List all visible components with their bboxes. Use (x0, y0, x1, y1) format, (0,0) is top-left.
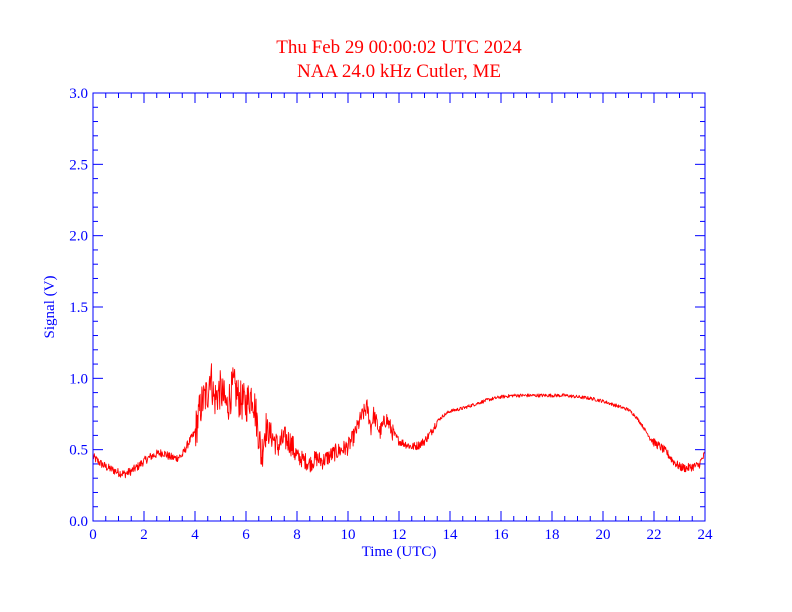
y-tick-label: 2.5 (69, 157, 88, 173)
y-tick-label: 1.0 (69, 371, 88, 387)
chart-title: Thu Feb 29 00:00:02 UTC 2024 (276, 37, 522, 58)
x-tick-label: 6 (242, 527, 250, 543)
y-axis-label: Signal (V) (42, 276, 58, 339)
x-tick-label: 12 (392, 527, 407, 543)
x-axis-label: Time (UTC) (362, 544, 437, 560)
y-tick-label: 0.0 (69, 514, 88, 530)
axes-layer (92, 92, 706, 522)
x-tick-label: 10 (341, 527, 356, 543)
x-tick-label: 20 (596, 527, 611, 543)
x-tick-label: 22 (647, 527, 662, 543)
y-tick-label: 2.0 (69, 229, 88, 245)
x-tick-label: 8 (293, 527, 301, 543)
x-tick-label: 4 (191, 527, 199, 543)
chart-subtitle: NAA 24.0 kHz Cutler, ME (297, 61, 501, 82)
x-tick-label: 24 (698, 527, 714, 543)
y-tick-label: 0.5 (69, 443, 88, 459)
series-layer (92, 363, 706, 479)
x-tick-label: 0 (89, 527, 97, 543)
plot-frame (92, 92, 706, 522)
x-tick-label: 2 (140, 527, 148, 543)
x-tick-label: 16 (494, 527, 510, 543)
tick-labels: 0 2 4 6 8 10 12 14 16 18 20 22 240.00.51.01.52.02.53… (69, 86, 713, 543)
y-tick-label: 3.0 (69, 86, 88, 102)
y-tick-label: 1.5 (69, 300, 88, 316)
x-tick-label: 18 (545, 527, 560, 543)
series-line (92, 363, 706, 479)
x-tick-label: 14 (443, 527, 459, 543)
